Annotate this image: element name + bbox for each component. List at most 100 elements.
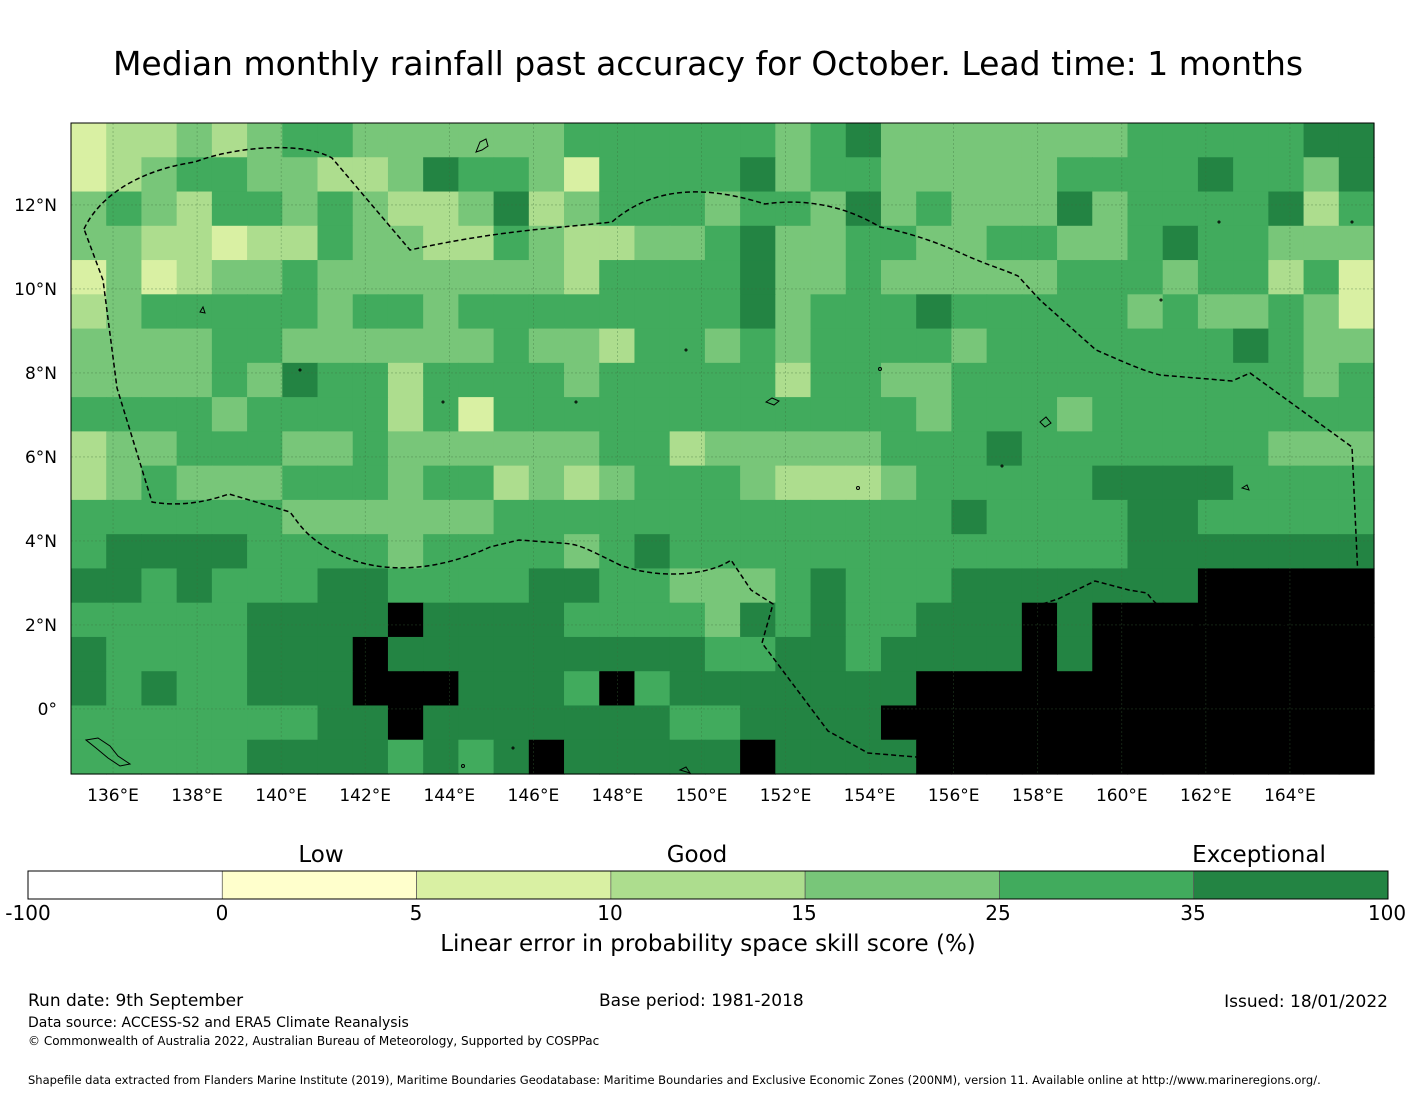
skill-cell: [1303, 328, 1340, 364]
skill-cell: [916, 465, 953, 501]
skill-cell: [845, 191, 882, 227]
skill-cell: [423, 157, 459, 193]
skill-cell: [1233, 671, 1269, 707]
skill-cell: [1338, 362, 1375, 398]
skill-cell: [493, 260, 530, 295]
longitude-tick-label: 150°E: [676, 786, 728, 806]
skill-cell: [1197, 191, 1234, 227]
skill-cell: [880, 465, 917, 501]
skill-cell: [211, 431, 248, 467]
skill-cell: [986, 328, 1023, 364]
skill-cell: [317, 602, 354, 638]
skill-cell: [71, 431, 107, 467]
skill-cell: [106, 534, 143, 570]
skill-cell: [1303, 739, 1340, 775]
skill-cell: [986, 671, 1023, 707]
skill-cell: [951, 705, 988, 741]
skill-cell: [1338, 602, 1375, 638]
skill-cell: [564, 157, 600, 193]
skill-cell: [1127, 636, 1164, 672]
skill-cell: [1197, 568, 1234, 604]
skill-cell: [458, 431, 495, 467]
skill-cell: [1162, 294, 1199, 330]
skill-cell: [704, 191, 741, 227]
skill-cell: [740, 739, 776, 775]
skill-cell: [493, 465, 530, 501]
skill-cell: [387, 294, 424, 330]
skill-cell: [916, 636, 953, 672]
skill-cell: [1021, 225, 1058, 261]
skill-cell: [1092, 397, 1129, 432]
skill-cell: [1127, 499, 1164, 535]
skill-cell: [1233, 260, 1269, 295]
skill-cell: [599, 328, 636, 364]
skill-cell: [211, 225, 248, 261]
skill-cell: [71, 534, 107, 570]
skill-cell: [528, 260, 565, 295]
longitude-tick-label: 162°E: [1180, 786, 1232, 806]
skill-cell: [951, 431, 988, 467]
skill-cell: [1162, 328, 1199, 364]
skill-cell: [1057, 123, 1093, 158]
skill-cell: [493, 397, 530, 432]
skill-cell: [423, 602, 459, 638]
skill-cell: [493, 568, 530, 604]
skill-cell: [317, 397, 354, 432]
skill-cell: [1127, 465, 1164, 501]
skill-cell: [810, 294, 847, 330]
skill-cell: [317, 431, 354, 467]
skill-cell: [845, 534, 882, 570]
skill-cell: [1127, 534, 1164, 570]
longitude-tick-label: 154°E: [844, 786, 896, 806]
skill-cell: [916, 260, 953, 295]
skill-cell: [775, 260, 812, 295]
skill-cell: [1197, 465, 1234, 501]
skill-cell: [1127, 431, 1164, 467]
skill-cell: [1197, 328, 1234, 364]
skill-cell: [458, 465, 495, 501]
map-title: Median monthly rainfall past accuracy fo…: [112, 44, 1304, 83]
skill-cell: [740, 568, 776, 604]
skill-cell: [247, 397, 283, 432]
skill-cell: [352, 431, 389, 467]
skill-cell: [71, 123, 107, 158]
skill-cell: [1233, 157, 1269, 193]
skill-cell: [880, 294, 917, 330]
skill-cell: [599, 260, 636, 295]
skill-cell: [282, 705, 319, 741]
skill-cell: [916, 534, 953, 570]
skill-cell: [669, 671, 706, 707]
skill-cell: [669, 465, 706, 501]
skill-cell: [951, 671, 988, 707]
skill-cell: [141, 568, 178, 604]
skill-cell: [704, 294, 741, 330]
skill-cell: [211, 362, 248, 398]
skill-cell: [1268, 739, 1305, 775]
skill-cell: [423, 636, 459, 672]
skill-cell: [564, 225, 600, 261]
skill-cell: [247, 534, 283, 570]
skill-cell: [916, 499, 953, 535]
skill-cell: [1233, 465, 1269, 501]
island-chuuk: [764, 397, 780, 406]
skill-cell: [1092, 499, 1129, 535]
skill-cell: [599, 157, 636, 193]
skill-cell: [528, 739, 565, 775]
skill-cell: [845, 568, 882, 604]
skill-cell: [951, 191, 988, 227]
skill-cell: [916, 225, 953, 261]
skill-cell: [282, 157, 319, 193]
skill-cell: [704, 397, 741, 432]
colorbar-label: Linear error in probability space skill …: [440, 931, 976, 957]
skill-cell: [1162, 499, 1199, 535]
skill-cell: [106, 294, 143, 330]
skill-cell: [1092, 602, 1129, 638]
skill-cell: [1021, 568, 1058, 604]
skill-cell: [740, 431, 776, 467]
skill-cell: [634, 465, 671, 501]
skill-cell: [1233, 431, 1269, 467]
skill-cell: [775, 328, 812, 364]
skill-cell: [282, 397, 319, 432]
island-kosrae: [1240, 484, 1250, 491]
skill-cell: [211, 191, 248, 227]
